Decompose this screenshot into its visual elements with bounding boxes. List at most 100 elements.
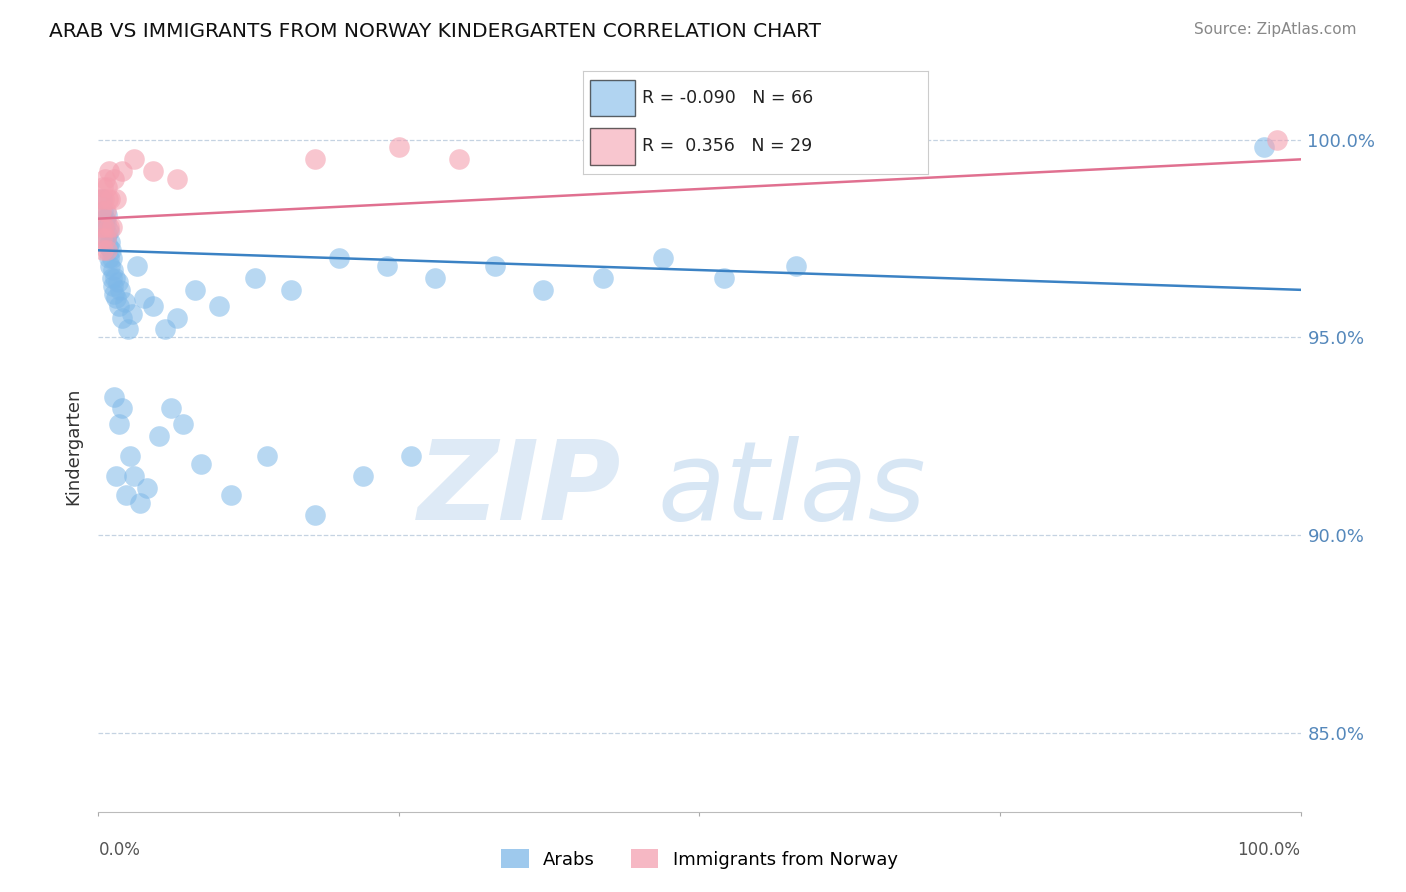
Point	[166, 310, 188, 325]
Point	[90, 219, 112, 234]
Point	[399, 449, 422, 463]
Point	[141, 164, 163, 178]
Point	[183, 283, 205, 297]
Point	[94, 211, 117, 226]
Point	[93, 219, 115, 234]
Point	[91, 192, 114, 206]
Point	[105, 291, 128, 305]
Point	[243, 271, 266, 285]
Point	[97, 223, 120, 237]
Point	[94, 172, 117, 186]
Point	[129, 496, 152, 510]
Point	[118, 449, 141, 463]
Point	[96, 231, 118, 245]
Point	[304, 508, 326, 523]
Text: R = -0.090   N = 66: R = -0.090 N = 66	[643, 89, 813, 107]
Point	[172, 417, 194, 432]
Point	[748, 132, 770, 146]
Point	[111, 401, 134, 416]
Point	[89, 192, 111, 206]
Text: Source: ZipAtlas.com: Source: ZipAtlas.com	[1194, 22, 1357, 37]
Point	[103, 263, 125, 277]
Point	[98, 235, 121, 250]
Point	[111, 164, 134, 178]
Point	[100, 259, 122, 273]
Point	[97, 239, 120, 253]
Point	[280, 283, 302, 297]
Point	[785, 259, 807, 273]
Point	[135, 481, 157, 495]
Point	[208, 299, 231, 313]
Point	[108, 283, 131, 297]
Point	[94, 231, 117, 245]
Point	[1265, 132, 1288, 146]
Point	[115, 488, 138, 502]
Point	[423, 271, 446, 285]
Point	[104, 271, 127, 285]
Point	[447, 153, 470, 167]
Point	[96, 244, 118, 258]
Legend: Arabs, Immigrants from Norway: Arabs, Immigrants from Norway	[495, 842, 904, 876]
Point	[132, 291, 155, 305]
Point	[108, 299, 131, 313]
Point	[91, 244, 114, 258]
Point	[166, 172, 188, 186]
Text: 100.0%: 100.0%	[1237, 840, 1301, 858]
Point	[125, 259, 148, 273]
FancyBboxPatch shape	[591, 79, 636, 117]
Point	[105, 192, 128, 206]
Text: R =  0.356   N = 29: R = 0.356 N = 29	[643, 137, 813, 155]
Point	[121, 307, 143, 321]
Point	[484, 259, 506, 273]
Point	[96, 208, 118, 222]
Point	[159, 401, 181, 416]
Point	[98, 251, 121, 265]
Point	[148, 429, 170, 443]
Point	[93, 219, 115, 234]
Point	[97, 219, 120, 234]
Text: ARAB VS IMMIGRANTS FROM NORWAY KINDERGARTEN CORRELATION CHART: ARAB VS IMMIGRANTS FROM NORWAY KINDERGAR…	[49, 22, 821, 41]
Point	[114, 294, 136, 309]
Y-axis label: Kindergarten: Kindergarten	[65, 387, 83, 505]
Point	[1253, 140, 1275, 154]
Point	[93, 192, 115, 206]
Point	[352, 468, 374, 483]
Point	[98, 164, 121, 178]
Point	[107, 275, 129, 289]
Point	[388, 140, 411, 154]
Point	[375, 259, 398, 273]
Point	[153, 322, 176, 336]
Point	[91, 180, 114, 194]
Point	[117, 322, 139, 336]
Point	[219, 488, 242, 502]
Point	[90, 203, 112, 218]
Point	[94, 203, 117, 218]
Point	[96, 180, 118, 194]
Point	[97, 192, 120, 206]
Point	[328, 251, 350, 265]
Text: ZIP: ZIP	[418, 436, 621, 543]
Point	[592, 271, 614, 285]
Point	[141, 299, 163, 313]
Point	[124, 468, 146, 483]
Point	[124, 153, 146, 167]
Point	[111, 310, 134, 325]
Point	[103, 172, 125, 186]
Point	[100, 244, 122, 258]
Point	[190, 457, 212, 471]
Point	[100, 192, 122, 206]
Point	[103, 286, 125, 301]
Point	[652, 251, 675, 265]
Point	[304, 153, 326, 167]
Point	[101, 251, 124, 265]
Point	[96, 216, 118, 230]
Point	[105, 468, 128, 483]
Point	[108, 417, 131, 432]
Point	[531, 283, 554, 297]
Point	[96, 227, 118, 242]
Point	[91, 231, 114, 245]
Point	[256, 449, 278, 463]
Text: atlas: atlas	[658, 436, 927, 543]
Point	[91, 203, 114, 218]
Point	[100, 219, 122, 234]
